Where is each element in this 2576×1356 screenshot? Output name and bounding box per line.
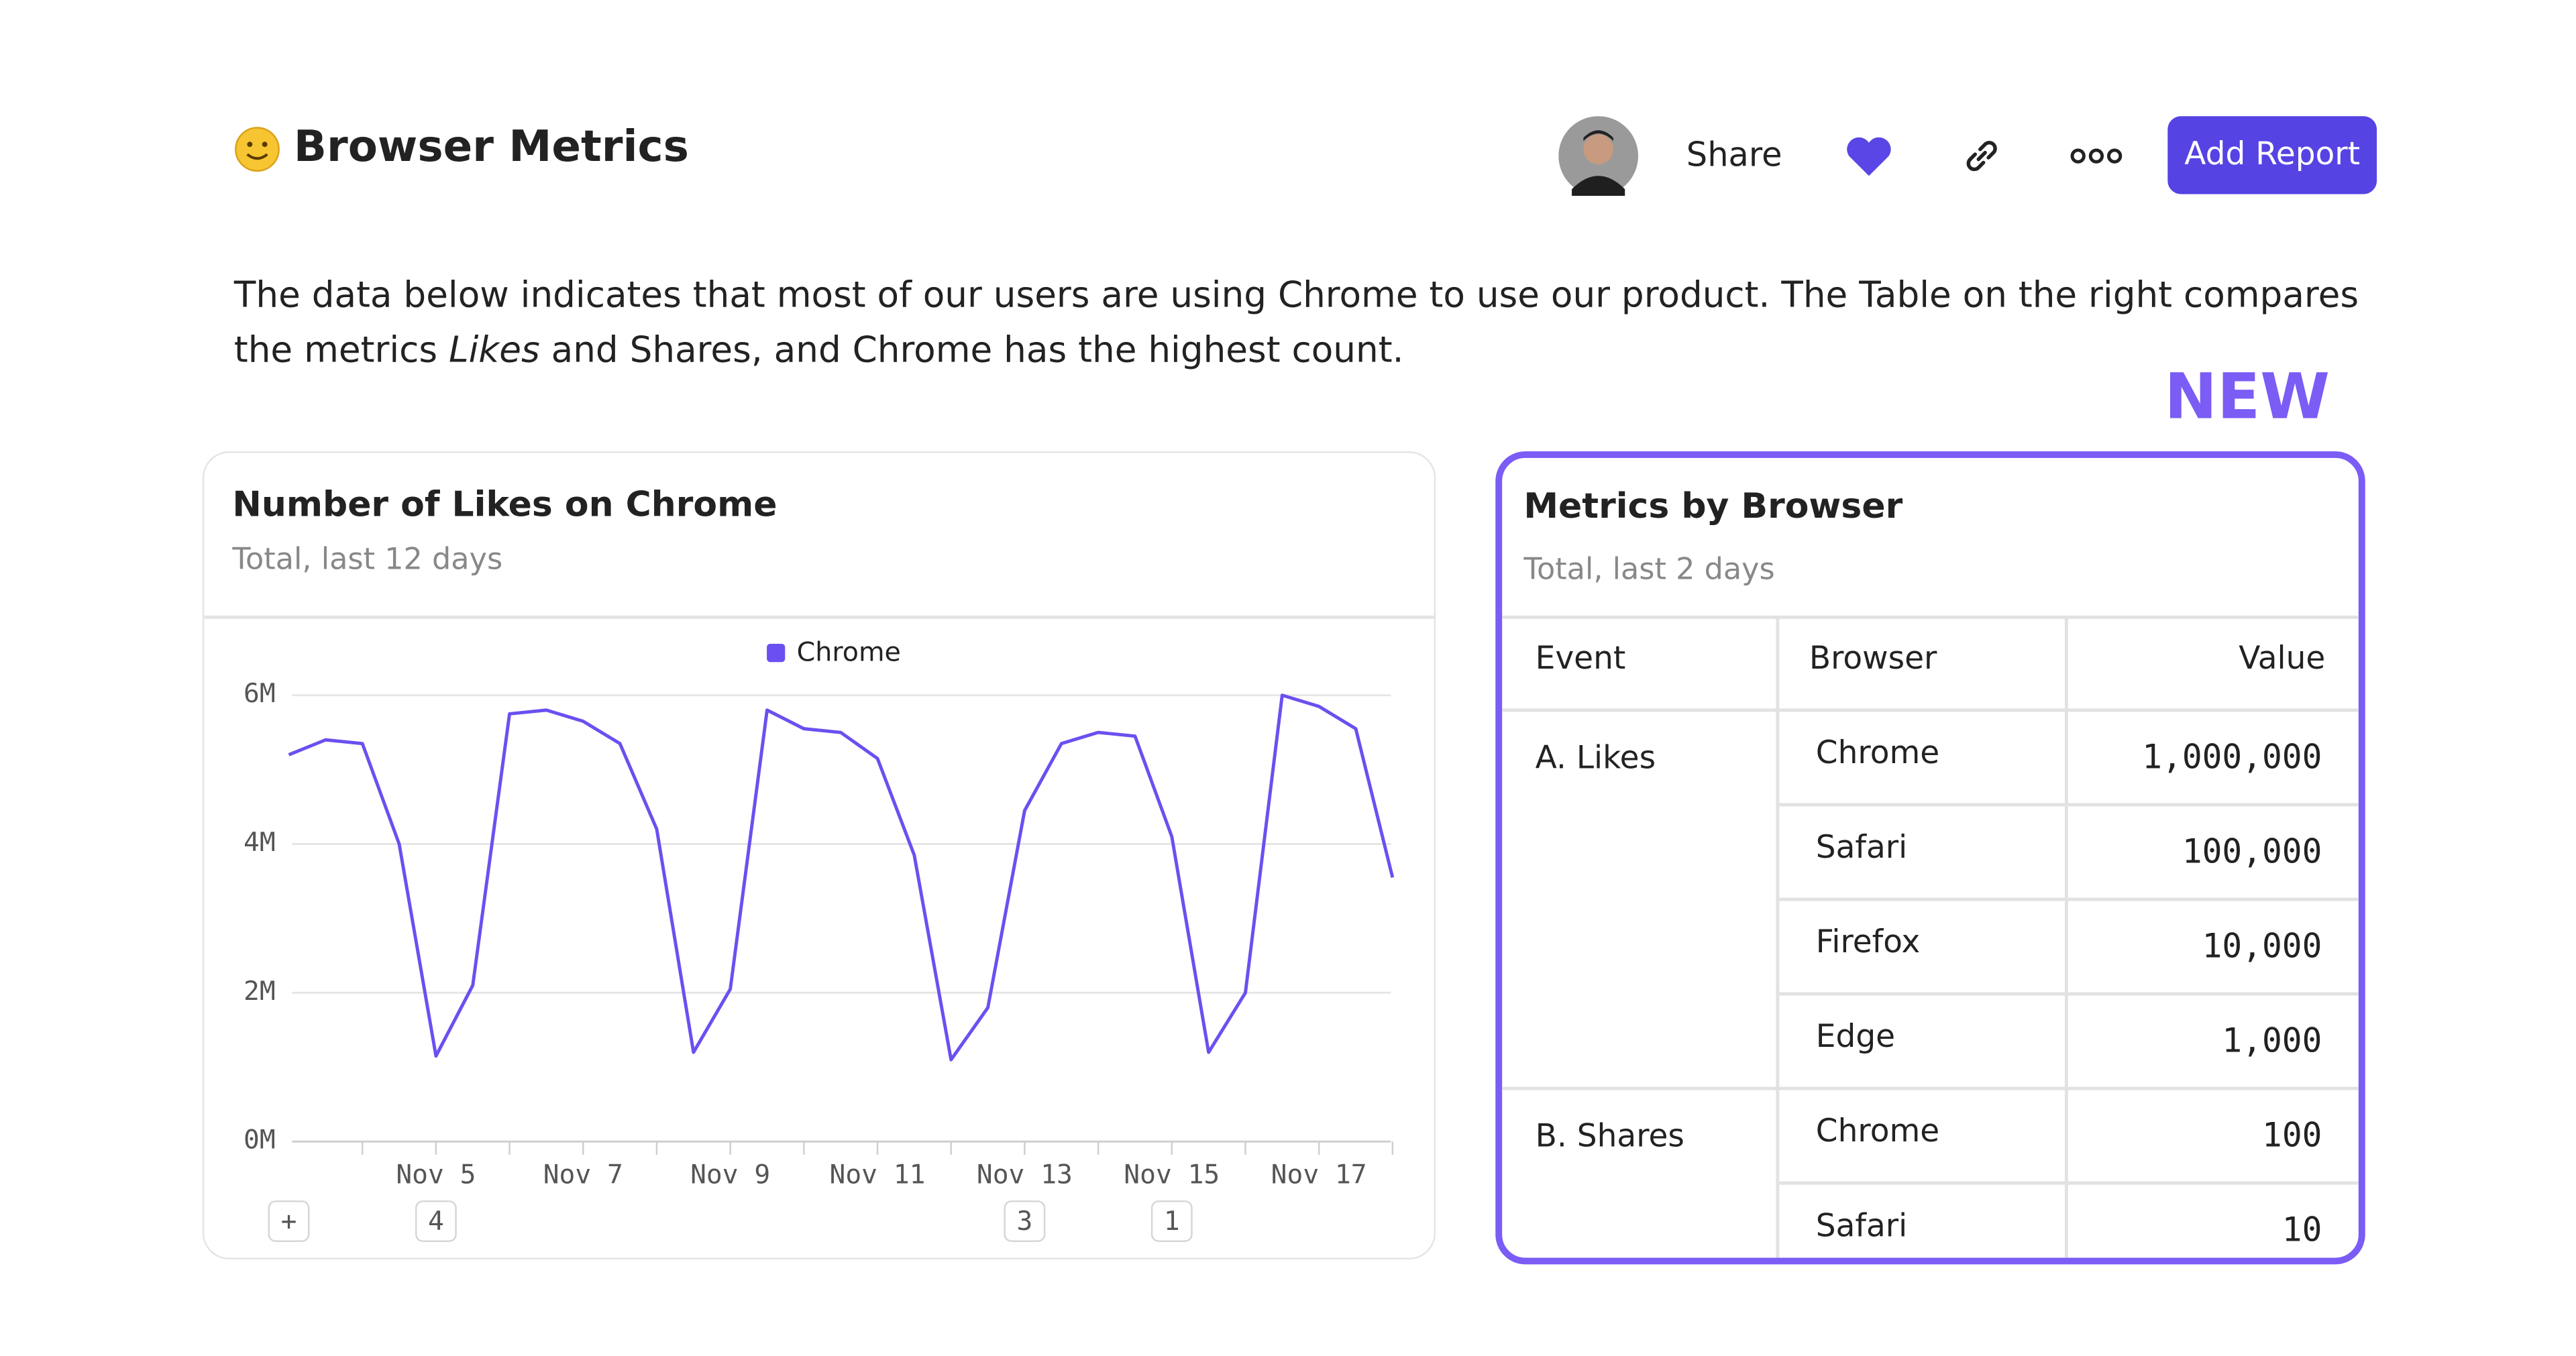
chart-title: Number of Likes on Chrome (232, 484, 777, 524)
x-tick-label: Nov 9 (690, 1160, 770, 1190)
page-title: Browser Metrics (293, 123, 689, 173)
value-cell: 10,000 (2202, 925, 2322, 966)
table-card: Metrics by Browser Total, last 2 days Even… (1495, 451, 2365, 1265)
value-cell: 10 (2282, 1209, 2322, 1250)
x-tick-label: Nov 15 (1124, 1160, 1220, 1190)
col-border (1776, 615, 1779, 1258)
more-icon[interactable] (2068, 139, 2125, 172)
value-cell: 100 (2262, 1115, 2322, 1155)
table-title: Metrics by Browser (1523, 486, 1903, 526)
divider (204, 615, 1434, 618)
description-emphasis: Likes (449, 330, 540, 372)
browser-cell: Safari (1815, 830, 1908, 866)
divider (1776, 803, 2359, 806)
y-tick-label: 4M (244, 827, 276, 858)
link-icon[interactable] (1959, 133, 2005, 179)
table-subtitle: Total, last 2 days (1523, 552, 1775, 587)
value-cell: 1,000 (2222, 1020, 2322, 1061)
description-text: The data below indicates that most of ou… (233, 275, 2359, 372)
table: Metrics by Browser Total, last 2 days Even… (1502, 458, 2359, 1258)
chart-subtitle: Total, last 12 days (232, 543, 503, 578)
divider (1502, 1086, 2359, 1090)
browser-cell: Chrome (1815, 735, 1940, 772)
line-series (288, 693, 1395, 1062)
annotation: 1 (1164, 1206, 1180, 1237)
x-tick-label: Nov 7 (543, 1160, 623, 1190)
y-tick-label: 0M (244, 1125, 276, 1155)
event-cell: A. Likes (1535, 740, 1656, 777)
column-header: Event (1535, 640, 1626, 677)
column-header: Value (2239, 640, 2326, 677)
x-tick-label: Nov 13 (977, 1160, 1073, 1190)
new-badge: NEW (2164, 359, 2330, 433)
browser-cell: Safari (1815, 1208, 1908, 1245)
col-border (2064, 615, 2068, 1258)
browser-cell: Firefox (1815, 924, 1921, 961)
browser-cell: Edge (1815, 1019, 1896, 1056)
y-tick-label: 2M (244, 976, 276, 1007)
value-cell: 100,000 (2182, 831, 2322, 871)
annotation-box (1150, 1200, 1193, 1242)
share-button[interactable]: Share (1686, 134, 1782, 174)
y-tick-label: 6M (244, 678, 276, 709)
description-text: and Shares, and Chrome has the highest c… (539, 330, 1404, 372)
annotation-box (1004, 1200, 1046, 1242)
x-tick-label: Nov 11 (830, 1160, 926, 1190)
add-report-button[interactable]: Add Report (2167, 116, 2377, 194)
legend-swatch (767, 643, 786, 663)
avatar[interactable] (1558, 116, 1639, 196)
value-cell: 1,000,000 (2142, 736, 2322, 777)
annotation-box (268, 1200, 310, 1242)
divider (1776, 1181, 2359, 1184)
column-header: Browser (1809, 640, 1937, 677)
chart-card (202, 451, 1436, 1259)
x-tick-label: Nov 5 (396, 1160, 476, 1190)
annotation: 4 (428, 1206, 444, 1237)
annotation: + (281, 1206, 297, 1237)
divider (1776, 992, 2359, 995)
annotation: 3 (1016, 1206, 1032, 1237)
description: The data below indicates that most of ou… (234, 269, 2392, 378)
browser-cell: Chrome (1815, 1113, 1940, 1150)
divider (1502, 708, 2359, 712)
annotation-box (415, 1200, 457, 1242)
emoji-icon (235, 127, 280, 172)
x-tick-label: Nov 17 (1271, 1160, 1367, 1190)
divider (1502, 615, 2359, 618)
legend-label: Chrome (797, 636, 901, 667)
event-cell: B. Shares (1535, 1118, 1684, 1155)
divider (1776, 897, 2359, 901)
like-icon[interactable] (1842, 133, 1895, 179)
